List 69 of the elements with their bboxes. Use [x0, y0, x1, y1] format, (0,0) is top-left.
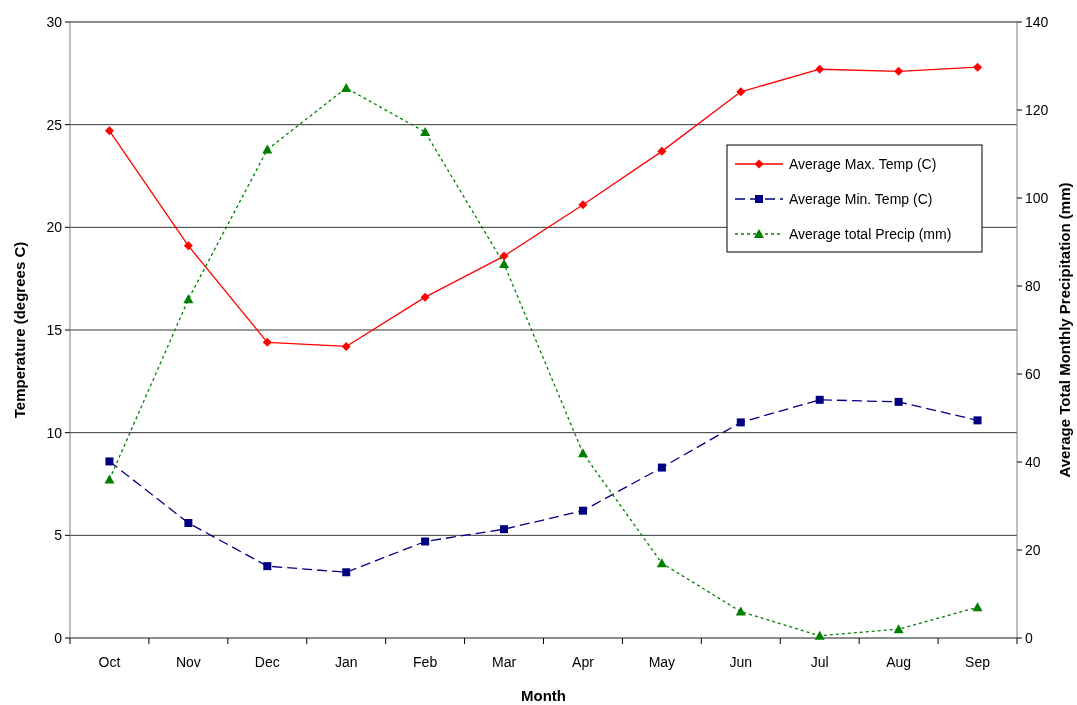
- point: [420, 127, 431, 136]
- point: [263, 562, 272, 571]
- y-tick-label: 5: [54, 527, 63, 544]
- point: [500, 525, 509, 534]
- point: [578, 200, 588, 210]
- point: [341, 341, 351, 351]
- point: [894, 397, 903, 406]
- x-tick-label: Nov: [175, 654, 201, 670]
- y2-tick-label: 40: [1025, 453, 1041, 470]
- x-tick-label: Sep: [965, 654, 991, 670]
- x-tick-label: Dec: [254, 654, 280, 670]
- y-tick-label: 25: [46, 116, 63, 133]
- x-tick-label: May: [648, 654, 676, 670]
- y2-tick-label: 100: [1025, 189, 1049, 206]
- point: [341, 83, 352, 92]
- y-tick-label: 15: [46, 321, 63, 338]
- point: [894, 66, 904, 76]
- point: [578, 506, 587, 515]
- point: [105, 457, 114, 466]
- point: [262, 337, 272, 347]
- point: [184, 519, 193, 528]
- point: [420, 292, 430, 302]
- x-axis-title: Month: [521, 687, 566, 704]
- x-tick-label: Oct: [98, 654, 121, 670]
- y2-tick-label: 120: [1025, 101, 1049, 118]
- x-tick-label: Aug: [886, 654, 912, 670]
- x-tick-label: Apr: [572, 654, 595, 670]
- x-tick-label: Feb: [413, 654, 438, 670]
- point: [262, 144, 273, 154]
- y-axis-title: Temperature (degrees C): [11, 241, 28, 419]
- point: [421, 537, 430, 546]
- point: [499, 251, 509, 261]
- y2-tick-label: 140: [1025, 13, 1049, 30]
- point: [736, 418, 745, 427]
- point: [736, 87, 746, 97]
- point: [973, 62, 983, 72]
- point: [183, 241, 193, 251]
- x-tick-label: Jan: [334, 654, 358, 670]
- point: [735, 606, 746, 616]
- y2-tick-label: 60: [1025, 365, 1041, 382]
- point: [183, 294, 194, 304]
- legend-label: Average Max. Temp (C): [789, 155, 937, 172]
- point: [815, 64, 825, 74]
- point: [815, 395, 824, 404]
- y2-tick-label: 20: [1025, 541, 1041, 558]
- point: [577, 448, 588, 458]
- x-tick-label: Jun: [729, 654, 753, 670]
- x-tick-label: Jul: [810, 654, 829, 670]
- legend-label: Average total Precip (mm): [789, 225, 952, 242]
- point: [893, 624, 904, 634]
- y-tick-label: 10: [46, 424, 63, 441]
- y2-tick-label: 0: [1025, 629, 1033, 646]
- point: [657, 146, 667, 156]
- point: [657, 463, 666, 472]
- point: [104, 474, 115, 484]
- point: [104, 126, 114, 136]
- point: [656, 558, 667, 568]
- point: [342, 568, 351, 577]
- legend-label: Average Min. Temp (C): [789, 190, 933, 207]
- y-tick-label: 30: [46, 13, 63, 30]
- point: [814, 630, 825, 640]
- x-tick-label: Mar: [491, 654, 517, 670]
- y-tick-label: 20: [46, 219, 63, 236]
- point: [499, 259, 510, 268]
- y2-tick-label: 80: [1025, 277, 1041, 294]
- y-tick-label: 0: [54, 629, 63, 646]
- point: [972, 602, 983, 612]
- point: [973, 416, 982, 425]
- y2-axis-title: Average Total Monthly Precipitation (mm): [1056, 182, 1073, 478]
